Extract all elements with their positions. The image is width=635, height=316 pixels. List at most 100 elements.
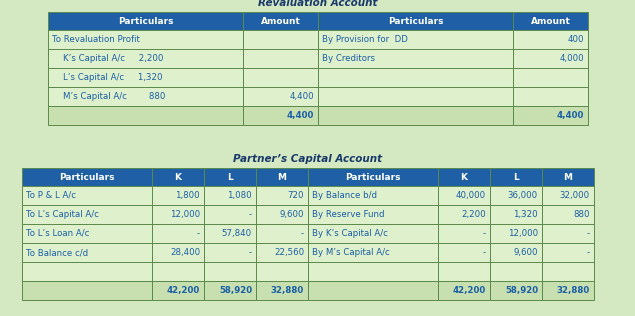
Bar [513, 12, 588, 30]
Bar [204, 281, 256, 300]
Bar [22, 186, 152, 205]
Text: 57,840: 57,840 [222, 229, 252, 238]
Text: Particulars: Particulars [388, 16, 443, 26]
Text: 32,880: 32,880 [557, 286, 590, 295]
Text: -: - [483, 229, 486, 238]
Bar [513, 68, 588, 87]
Text: 42,200: 42,200 [167, 286, 200, 295]
Bar [438, 186, 490, 205]
Text: Revaluation Account: Revaluation Account [258, 0, 378, 8]
Bar [318, 68, 513, 87]
Bar [308, 262, 438, 281]
Text: L: L [513, 173, 519, 181]
Bar [542, 262, 594, 281]
Text: 42,200: 42,200 [453, 286, 486, 295]
Bar [243, 68, 318, 87]
Bar [318, 49, 513, 68]
Bar [490, 186, 542, 205]
Bar [490, 224, 542, 243]
Text: 9,600: 9,600 [514, 248, 538, 257]
Bar [256, 205, 308, 224]
Text: -: - [249, 248, 252, 257]
Text: 32,880: 32,880 [271, 286, 304, 295]
Bar [243, 106, 318, 125]
Text: 1,320: 1,320 [513, 210, 538, 219]
Bar [438, 168, 490, 186]
Text: To Balance c/d: To Balance c/d [26, 248, 88, 257]
Bar [256, 243, 308, 262]
Bar [22, 168, 152, 186]
Text: 720: 720 [288, 191, 304, 200]
Bar [48, 87, 243, 106]
Text: By Provision for  DD: By Provision for DD [322, 35, 408, 44]
Text: L: L [227, 173, 233, 181]
Text: 4,400: 4,400 [290, 92, 314, 101]
Bar [308, 168, 438, 186]
Bar [22, 243, 152, 262]
Bar [318, 30, 513, 49]
Text: 36,000: 36,000 [508, 191, 538, 200]
Bar [152, 186, 204, 205]
Bar [243, 49, 318, 68]
Bar [204, 224, 256, 243]
Text: 4,400: 4,400 [286, 111, 314, 120]
Bar [204, 243, 256, 262]
Text: Particulars: Particulars [345, 173, 401, 181]
Text: By K’s Capital A/c: By K’s Capital A/c [312, 229, 388, 238]
Bar [48, 12, 243, 30]
Text: -: - [301, 229, 304, 238]
Bar [318, 12, 513, 30]
Text: By Reserve Fund: By Reserve Fund [312, 210, 385, 219]
Bar [48, 106, 243, 125]
Bar [542, 281, 594, 300]
Text: Amount: Amount [260, 16, 300, 26]
Bar [256, 262, 308, 281]
Bar [513, 106, 588, 125]
Bar [542, 186, 594, 205]
Text: 4,000: 4,000 [559, 54, 584, 63]
Bar [438, 262, 490, 281]
Bar [152, 168, 204, 186]
Bar [152, 262, 204, 281]
Bar [256, 168, 308, 186]
Bar [243, 87, 318, 106]
Text: Amount: Amount [531, 16, 570, 26]
Text: 58,920: 58,920 [505, 286, 538, 295]
Bar [256, 224, 308, 243]
Bar [438, 281, 490, 300]
Text: To L’s Capital A/c: To L’s Capital A/c [26, 210, 99, 219]
Text: 1,080: 1,080 [227, 191, 252, 200]
Bar [152, 205, 204, 224]
Text: 4,400: 4,400 [557, 111, 584, 120]
Text: -: - [587, 229, 590, 238]
Bar [318, 87, 513, 106]
Text: 32,000: 32,000 [560, 191, 590, 200]
Bar [152, 243, 204, 262]
Text: To L’s Loan A/c: To L’s Loan A/c [26, 229, 90, 238]
Text: By M’s Capital A/c: By M’s Capital A/c [312, 248, 390, 257]
Bar [308, 243, 438, 262]
Bar [48, 68, 243, 87]
Bar [256, 281, 308, 300]
Text: 12,000: 12,000 [170, 210, 200, 219]
Bar [48, 30, 243, 49]
Text: 22,560: 22,560 [274, 248, 304, 257]
Bar [490, 243, 542, 262]
Bar [22, 281, 152, 300]
Bar [256, 186, 308, 205]
Bar [490, 205, 542, 224]
Bar [22, 205, 152, 224]
Bar [513, 30, 588, 49]
Bar [490, 281, 542, 300]
Bar [204, 168, 256, 186]
Text: M: M [277, 173, 286, 181]
Bar [542, 168, 594, 186]
Bar [204, 262, 256, 281]
Bar [308, 186, 438, 205]
Bar [308, 205, 438, 224]
Text: -: - [249, 210, 252, 219]
Bar [22, 224, 152, 243]
Text: K: K [460, 173, 467, 181]
Bar [243, 12, 318, 30]
Text: 9,600: 9,600 [279, 210, 304, 219]
